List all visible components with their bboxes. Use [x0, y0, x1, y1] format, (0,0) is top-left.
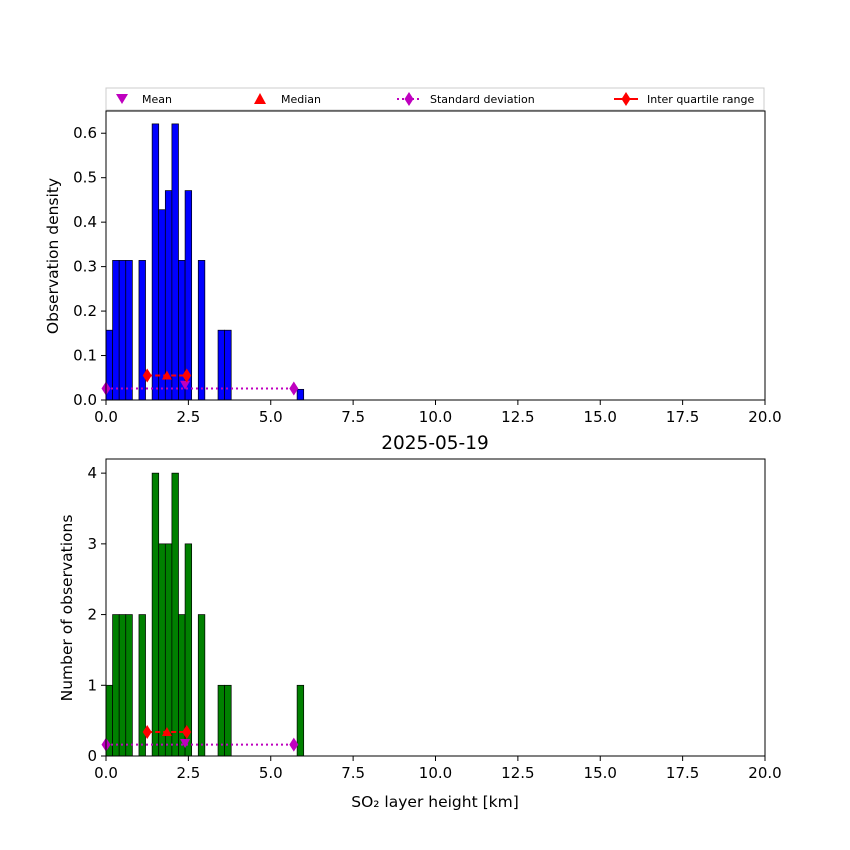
- bot-y-tick-label-2: 2: [87, 606, 97, 624]
- legend-mean-label: Mean: [142, 93, 172, 106]
- bot-x-tick-label-1: 2.5: [176, 764, 200, 782]
- top-bar-9: [178, 260, 186, 401]
- bot-x-tick-label-6: 15.0: [584, 764, 617, 782]
- top-bar-7: [164, 190, 173, 401]
- top-x-tick-label-6: 15.0: [584, 408, 617, 426]
- bot-x-tick-label-5: 12.5: [501, 764, 534, 782]
- top-iqr-marker-1: [182, 368, 192, 383]
- top-x-tick-label-8: 20.0: [748, 408, 781, 426]
- count-x-axis: 0.0 2.5 5.0 7.5 10.0 12.5 15.0 17.5 20.0: [94, 756, 782, 782]
- top-y-tick-label-4: 0.4: [73, 213, 97, 231]
- count-y-axis: 0 1 2 3 4: [87, 464, 106, 765]
- top-median-marker: [161, 370, 172, 380]
- top-x-tick-label-7: 17.5: [666, 408, 699, 426]
- legend-median-label: Median: [281, 93, 321, 106]
- top-iqr-marker-0: [142, 368, 152, 383]
- top-bar-4: [138, 260, 146, 401]
- bot-x-tick-label-2: 5.0: [259, 764, 283, 782]
- bot-std-marker-1: [289, 737, 299, 752]
- top-std-marker-1: [289, 381, 299, 396]
- top-y-tick-label-1: 0.1: [73, 347, 97, 365]
- bottom-panel-title: 2025-05-19: [381, 433, 489, 454]
- density-bars: [105, 123, 305, 401]
- bot-y-tick-label-0: 0: [87, 747, 97, 765]
- legend-mean-marker-icon: [116, 94, 128, 104]
- count-x-axis-label: SO₂ layer height [km]: [351, 793, 519, 811]
- top-y-tick-label-0: 0.0: [73, 391, 97, 409]
- density-statistics: [101, 368, 299, 396]
- top-x-tick-label-3: 7.5: [341, 408, 365, 426]
- bot-x-tick-label-7: 17.5: [666, 764, 699, 782]
- top-y-tick-label-6: 0.6: [73, 124, 97, 142]
- bot-bar-5: [151, 472, 160, 757]
- bot-bar-3: [125, 614, 133, 757]
- legend-std-marker-icon: [404, 92, 414, 106]
- bot-y-tick-label-3: 3: [87, 535, 97, 553]
- top-bar-14: [296, 388, 305, 401]
- top-bar-6: [158, 209, 166, 401]
- top-bar-3: [125, 260, 133, 401]
- bot-bar-2: [118, 614, 127, 757]
- count-statistics: [101, 724, 299, 752]
- bot-median-marker: [161, 726, 172, 736]
- bot-y-tick-label-4: 4: [87, 464, 97, 482]
- top-y-tick-label-2: 0.2: [73, 302, 97, 320]
- legend-iqr-marker-icon: [621, 92, 631, 106]
- top-bar-2: [118, 260, 127, 401]
- top-y-tick-label-5: 0.5: [73, 169, 97, 187]
- legend-frame: [105, 87, 765, 111]
- top-bar-5: [151, 123, 160, 401]
- density-x-axis: 0.0 2.5 5.0 7.5 10.0 12.5 15.0 17.5 20.0: [94, 400, 782, 426]
- bot-mean-marker: [180, 738, 191, 748]
- count-bars: [105, 472, 305, 757]
- bot-bar-1: [112, 614, 120, 757]
- legend-item-standard-deviation: Standard deviation: [397, 92, 535, 106]
- bot-bar-10: [184, 543, 193, 757]
- top-bar-1: [112, 260, 120, 401]
- density-histogram-panel: 0.0 2.5 5.0 7.5 10.0 12.5 15.0 17.5 20.0 0.00.10…: [44, 110, 782, 426]
- top-bar-11: [197, 260, 206, 401]
- top-mean-marker: [180, 380, 191, 390]
- count-histogram-panel: 0.0 2.5 5.0 7.5 10.0 12.5 15.0 17.5 20.0 0 1 2 3 4 N…: [58, 458, 782, 811]
- count-y-axis-label: Number of observations: [58, 515, 76, 702]
- legend-item-mean: Mean: [116, 93, 172, 106]
- top-x-tick-label-1: 2.5: [176, 408, 200, 426]
- bot-bar-6: [158, 543, 166, 757]
- bot-x-tick-label-3: 7.5: [341, 764, 365, 782]
- bot-bar-8: [171, 472, 179, 757]
- top-bar-10: [184, 190, 193, 401]
- top-bar-13: [224, 329, 232, 401]
- bot-bar-14: [296, 684, 305, 757]
- top-x-tick-label-0: 0.0: [94, 408, 118, 426]
- bot-iqr-marker-0: [142, 724, 152, 739]
- legend-median-marker-icon: [254, 93, 266, 104]
- bot-bar-11: [197, 614, 206, 757]
- top-x-tick-label-5: 12.5: [501, 408, 534, 426]
- top-bar-12: [217, 329, 225, 401]
- bot-x-tick-label-4: 10.0: [419, 764, 452, 782]
- legend: Mean Median Standard deviation Inter qua…: [105, 87, 765, 111]
- bot-x-tick-label-8: 20.0: [748, 764, 781, 782]
- bot-bar-7: [164, 543, 173, 757]
- density-y-axis: 0.0 0.1 0.2 0.3 0.4 0.5 0.6: [73, 124, 106, 409]
- density-y-axis-label: Observation density: [44, 178, 62, 334]
- top-bar-8: [171, 123, 179, 401]
- legend-iqr-label: Inter quartile range: [647, 93, 754, 106]
- legend-std-label: Standard deviation: [430, 93, 535, 106]
- bot-y-tick-label-1: 1: [87, 676, 97, 694]
- legend-item-inter-quartile-range: Inter quartile range: [614, 92, 754, 106]
- top-x-tick-label-4: 10.0: [419, 408, 452, 426]
- bot-iqr-marker-1: [182, 724, 192, 739]
- top-x-tick-label-2: 5.0: [259, 408, 283, 426]
- bot-x-tick-label-0: 0.0: [94, 764, 118, 782]
- legend-item-median: Median: [254, 93, 321, 106]
- top-y-tick-label-3: 0.3: [73, 258, 97, 276]
